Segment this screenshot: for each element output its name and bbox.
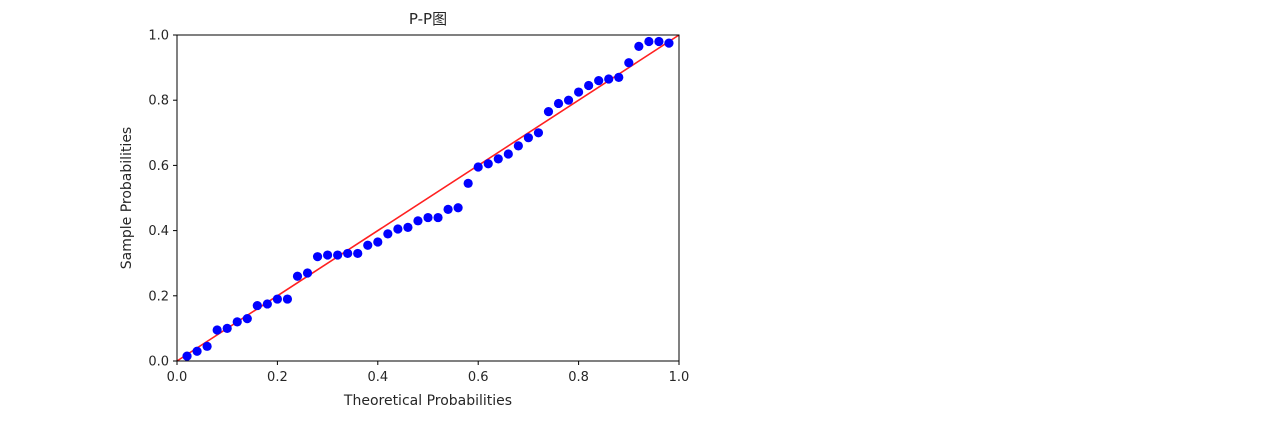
data-point (423, 212, 433, 223)
x-tick-label: 0.2 (267, 370, 288, 385)
data-point (282, 294, 293, 304)
x-tick-label: 0.6 (468, 370, 489, 385)
reference-line (176, 34, 680, 362)
data-point (433, 212, 443, 223)
data-point (503, 149, 513, 159)
data-point (604, 74, 614, 84)
y-tick-label: 0.2 (148, 289, 169, 304)
data-point (473, 162, 483, 172)
y-tick-label: 0.6 (148, 159, 169, 174)
data-point (302, 268, 313, 278)
plot-area (176, 34, 680, 362)
data-point (413, 216, 423, 226)
x-axis-label: Theoretical Probabilities (343, 393, 512, 409)
data-point (192, 346, 202, 356)
data-point (493, 154, 503, 164)
data-point (373, 237, 383, 247)
data-point (343, 248, 353, 259)
y-axis: 0.0 0.2 0.4 0.6 0.8 1.0 (148, 29, 177, 370)
data-point (553, 98, 564, 109)
data-point (182, 351, 192, 361)
y-axis-label: Sample Probabilities (119, 127, 135, 269)
data-point (403, 222, 413, 232)
x-tick-label: 0.8 (568, 370, 589, 385)
y-tick-label: 0.4 (148, 224, 169, 239)
data-point (272, 294, 282, 304)
y-tick-label: 0.8 (148, 94, 169, 109)
data-point (614, 72, 624, 82)
data-point (262, 299, 272, 309)
data-point (333, 250, 343, 260)
data-point (654, 36, 664, 47)
y-tick-label: 1.0 (148, 29, 169, 44)
data-point (292, 271, 303, 281)
data-point (533, 128, 544, 138)
data-point (584, 80, 594, 91)
x-axis: 0.0 0.2 0.4 0.6 0.8 1.0 (167, 361, 690, 385)
x-tick-label: 0.0 (167, 370, 188, 385)
data-point (624, 58, 634, 68)
data-point (393, 224, 403, 234)
data-point (312, 252, 323, 262)
data-point (443, 204, 453, 215)
data-point (323, 250, 333, 260)
data-point (634, 41, 644, 52)
data-point (513, 141, 523, 151)
y-tick-label: 0.0 (148, 355, 169, 370)
data-point (202, 341, 212, 351)
data-point (353, 248, 363, 259)
data-point (523, 133, 534, 143)
data-point (363, 240, 373, 250)
x-tick-label: 1.0 (669, 370, 690, 385)
data-point (242, 314, 252, 324)
data-point (644, 36, 654, 47)
chart-title: P-P图 (409, 10, 447, 28)
data-point (383, 229, 393, 239)
data-point (483, 159, 493, 169)
data-point (563, 95, 574, 105)
data-point (664, 38, 674, 48)
data-point (543, 107, 554, 117)
data-point (222, 323, 232, 333)
data-point (594, 76, 604, 86)
data-point (252, 300, 262, 311)
axes-frame (176, 34, 680, 362)
data-point (212, 325, 222, 335)
data-point (453, 203, 463, 213)
x-tick-label: 0.4 (367, 370, 388, 385)
data-point (463, 178, 473, 188)
data-point (232, 317, 242, 327)
data-point (574, 87, 584, 97)
